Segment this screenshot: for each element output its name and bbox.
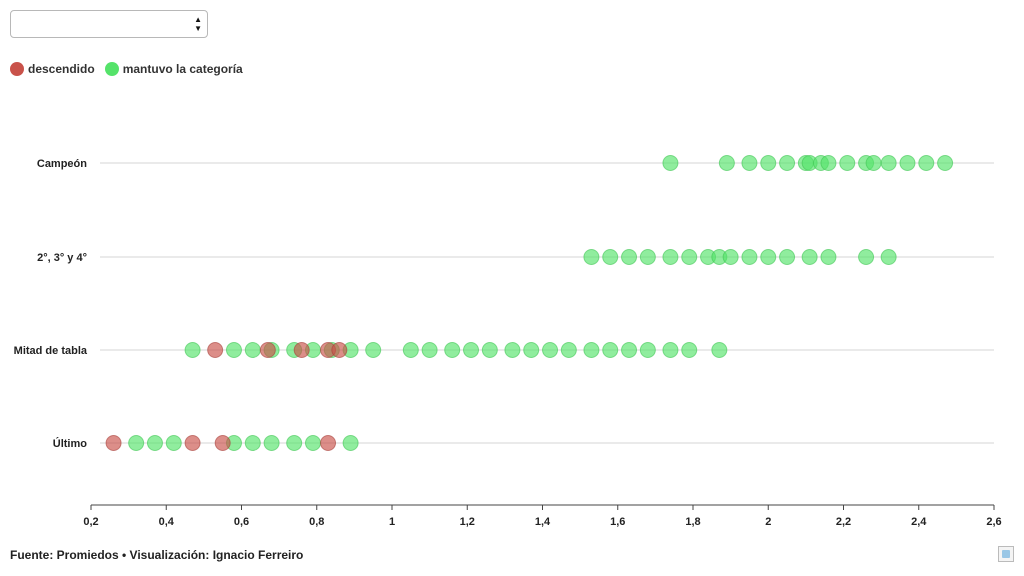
data-point-mantuvo — [621, 249, 638, 265]
data-point-mantuvo — [820, 249, 837, 265]
data-point-mantuvo — [365, 342, 382, 358]
data-point-mantuvo — [583, 342, 600, 358]
data-point-mantuvo — [225, 342, 242, 358]
data-point-mantuvo — [801, 249, 818, 265]
data-point-mantuvo — [880, 155, 897, 171]
legend-item-descendido: descendido — [10, 62, 95, 76]
data-point-mantuvo — [741, 155, 758, 171]
data-point-descendido — [331, 342, 348, 358]
data-point-mantuvo — [865, 155, 882, 171]
x-tick-label: 2,4 — [911, 516, 927, 528]
data-point-mantuvo — [165, 435, 182, 451]
data-point-mantuvo — [504, 342, 521, 358]
select-arrows-icon: ▲ ▼ — [194, 15, 202, 33]
category-label: Campeón — [37, 158, 87, 170]
data-point-mantuvo — [263, 435, 280, 451]
data-point-mantuvo — [722, 249, 739, 265]
data-point-mantuvo — [621, 342, 638, 358]
category-label: Mitad de tabla — [14, 345, 88, 357]
data-point-mantuvo — [779, 249, 796, 265]
data-point-mantuvo — [444, 342, 461, 358]
data-point-mantuvo — [937, 155, 954, 171]
x-tick-label: 1,2 — [460, 516, 475, 528]
data-point-mantuvo — [602, 342, 619, 358]
data-point-mantuvo — [880, 249, 897, 265]
data-point-mantuvo — [639, 342, 656, 358]
data-point-mantuvo — [421, 342, 438, 358]
data-point-mantuvo — [662, 155, 679, 171]
data-point-mantuvo — [639, 249, 656, 265]
data-point-mantuvo — [128, 435, 145, 451]
data-point-mantuvo — [523, 342, 540, 358]
legend-swatch-descendido — [10, 62, 24, 76]
data-point-mantuvo — [839, 155, 856, 171]
legend-label-mantuvo: mantuvo la categoría — [122, 62, 243, 76]
data-point-mantuvo — [402, 342, 419, 358]
data-point-mantuvo — [918, 155, 935, 171]
legend-label-descendido: descendido — [28, 62, 95, 76]
x-tick-label: 2 — [765, 516, 771, 528]
data-point-mantuvo — [481, 342, 498, 358]
data-point-descendido — [214, 435, 231, 451]
x-tick-label: 0,2 — [83, 516, 98, 528]
x-tick-label: 1,8 — [685, 516, 700, 528]
data-point-descendido — [259, 342, 276, 358]
data-point-mantuvo — [681, 342, 698, 358]
data-point-mantuvo — [820, 155, 837, 171]
x-tick-label: 1,6 — [610, 516, 625, 528]
data-point-mantuvo — [718, 155, 735, 171]
data-point-mantuvo — [244, 342, 261, 358]
x-tick-label: 1,4 — [535, 516, 551, 528]
filter-select[interactable]: ▲ ▼ — [10, 10, 208, 38]
data-point-mantuvo — [244, 435, 261, 451]
data-point-mantuvo — [899, 155, 916, 171]
data-point-descendido — [320, 435, 337, 451]
data-point-mantuvo — [760, 249, 777, 265]
data-point-descendido — [293, 342, 310, 358]
data-point-mantuvo — [760, 155, 777, 171]
data-point-mantuvo — [542, 342, 559, 358]
data-point-descendido — [105, 435, 122, 451]
data-point-mantuvo — [711, 342, 728, 358]
data-point-mantuvo — [342, 435, 359, 451]
x-tick-label: 0,6 — [234, 516, 249, 528]
broken-image-icon — [998, 546, 1014, 562]
category-label: 2°, 3° y 4° — [37, 252, 87, 264]
x-tick-label: 1 — [389, 516, 395, 528]
x-tick-label: 2,6 — [986, 516, 1001, 528]
data-point-mantuvo — [741, 249, 758, 265]
data-point-descendido — [207, 342, 224, 358]
legend: descendido mantuvo la categoría — [10, 62, 253, 76]
data-point-mantuvo — [681, 249, 698, 265]
data-point-descendido — [184, 435, 201, 451]
data-point-mantuvo — [583, 249, 600, 265]
data-point-mantuvo — [560, 342, 577, 358]
data-point-mantuvo — [463, 342, 480, 358]
data-point-mantuvo — [184, 342, 201, 358]
data-point-mantuvo — [858, 249, 875, 265]
data-point-mantuvo — [146, 435, 163, 451]
category-label: Último — [53, 437, 88, 450]
x-tick-label: 2,2 — [836, 516, 851, 528]
x-tick-label: 0,8 — [309, 516, 324, 528]
data-point-mantuvo — [286, 435, 303, 451]
data-point-mantuvo — [602, 249, 619, 265]
legend-swatch-mantuvo — [104, 62, 119, 76]
source-credit: Fuente: Promiedos • Visualización: Ignac… — [10, 548, 304, 562]
data-point-mantuvo — [662, 342, 679, 358]
legend-item-mantuvo: mantuvo la categoría — [104, 62, 243, 76]
data-point-mantuvo — [304, 435, 321, 451]
data-point-mantuvo — [662, 249, 679, 265]
x-tick-label: 0,4 — [159, 516, 175, 528]
data-point-mantuvo — [779, 155, 796, 171]
